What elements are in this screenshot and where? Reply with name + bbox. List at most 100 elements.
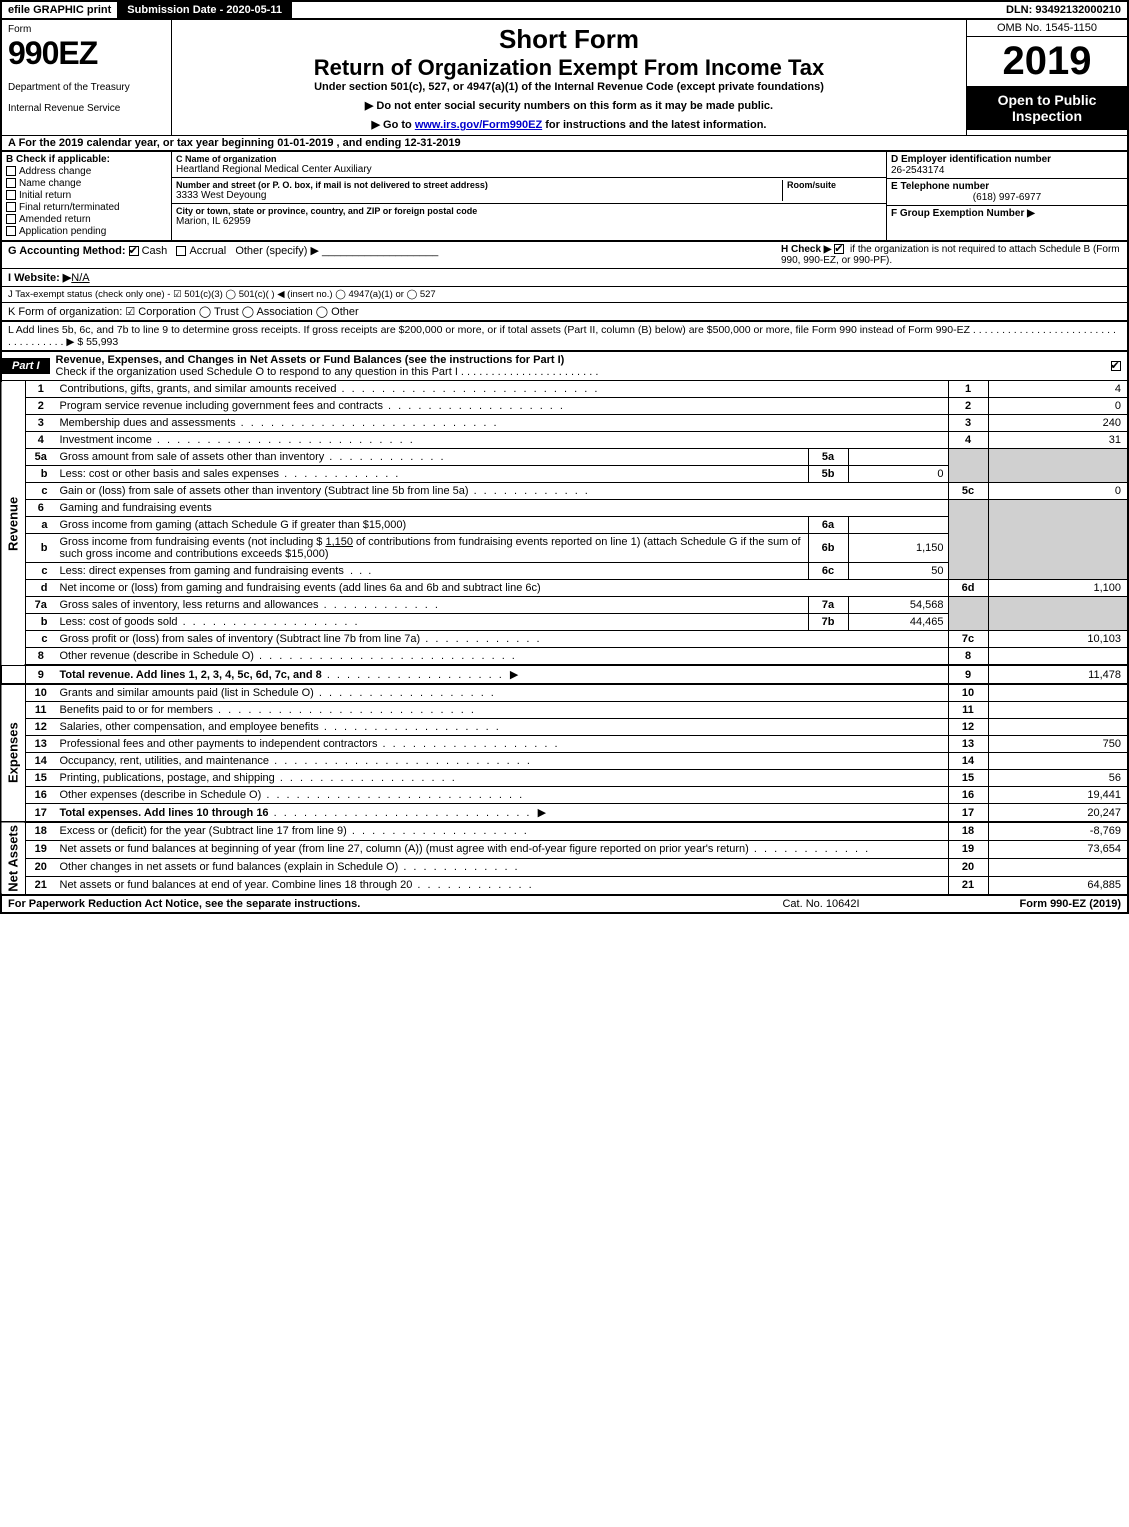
line-14-num: 14	[26, 753, 56, 770]
line-6b-d1: Gross income from fundraising events (no…	[60, 536, 326, 548]
line-14-desc: Occupancy, rent, utilities, and maintena…	[60, 755, 532, 767]
line-7a-num: 7a	[26, 597, 56, 614]
expenses-side-label: Expenses	[1, 684, 26, 822]
line-3-val: 240	[988, 415, 1128, 432]
footer-right: Form 990-EZ (2019)	[921, 898, 1121, 910]
line-8-desc: Other revenue (describe in Schedule O)	[60, 650, 517, 662]
line-6a-desc: Gross income from gaming (attach Schedul…	[56, 517, 809, 534]
grey-6	[948, 500, 988, 580]
line-7c-num: c	[26, 631, 56, 648]
room-label: Room/suite	[787, 180, 882, 190]
application-pending-checkbox[interactable]	[6, 226, 16, 236]
grey-7v	[988, 597, 1128, 631]
line-4-box: 4	[948, 432, 988, 449]
part-1-label: Part I	[2, 358, 50, 374]
street-value: 3333 West Deyoung	[176, 190, 782, 201]
line-6a-minival	[848, 517, 948, 534]
line-5b-minibox: 5b	[808, 466, 848, 483]
line-18-num: 18	[26, 822, 56, 840]
netassets-side-label: Net Assets	[1, 822, 26, 895]
initial-return-checkbox[interactable]	[6, 190, 16, 200]
line-6b-amt: 1,150	[325, 536, 353, 548]
irs-link[interactable]: www.irs.gov/Form990EZ	[415, 119, 542, 131]
gross-receipts-row: L Add lines 5b, 6c, and 7b to line 9 to …	[0, 322, 1129, 352]
form-number: 990EZ	[8, 35, 165, 72]
line-6-desc: Gaming and fundraising events	[56, 500, 949, 517]
l-text: L Add lines 5b, 6c, and 7b to line 9 to …	[8, 324, 1116, 348]
line-16-box: 16	[948, 787, 988, 804]
line-6b-minibox: 6b	[808, 534, 848, 563]
street-label: Number and street (or P. O. box, if mail…	[176, 180, 782, 190]
line-13-desc: Professional fees and other payments to …	[60, 738, 560, 750]
line-16-desc: Other expenses (describe in Schedule O)	[60, 789, 525, 801]
ein-value: 26-2543174	[891, 165, 1123, 176]
phone-label: E Telephone number	[891, 181, 1123, 192]
goto-line: ▶ Go to www.irs.gov/Form990EZ for instru…	[180, 118, 958, 131]
line-11-box: 11	[948, 702, 988, 719]
line-7b-minibox: 7b	[808, 614, 848, 631]
irs-label: Internal Revenue Service	[8, 103, 165, 114]
line-19-box: 19	[948, 840, 988, 858]
line-6a-num: a	[26, 517, 56, 534]
line-5b-desc: Less: cost or other basis and sales expe…	[60, 468, 401, 480]
b-item-4: Amended return	[19, 214, 91, 225]
line-7c-val: 10,103	[988, 631, 1128, 648]
line-3-box: 3	[948, 415, 988, 432]
name-change-checkbox[interactable]	[6, 178, 16, 188]
amended-return-checkbox[interactable]	[6, 214, 16, 224]
tax-year: 2019	[967, 37, 1127, 86]
org-name-label: C Name of organization	[176, 154, 882, 164]
line-15-val: 56	[988, 770, 1128, 787]
line-3-num: 3	[26, 415, 56, 432]
line-7a-minibox: 7a	[808, 597, 848, 614]
line-5c-desc: Gain or (loss) from sale of assets other…	[60, 485, 590, 497]
line-21-box: 21	[948, 876, 988, 894]
dln-label: DLN: 93492132000210	[1000, 2, 1127, 18]
line-7a-desc: Gross sales of inventory, less returns a…	[60, 599, 440, 611]
accrual-checkbox[interactable]	[176, 246, 186, 256]
line-6d-num: d	[26, 580, 56, 597]
line-2-val: 0	[988, 398, 1128, 415]
line-6b-num: b	[26, 534, 56, 563]
b-item-3: Final return/terminated	[19, 202, 120, 213]
line-8-num: 8	[26, 648, 56, 666]
open-to-public: Open to Public Inspection	[967, 86, 1127, 130]
line-1-desc: Contributions, gifts, grants, and simila…	[60, 383, 600, 395]
line-5b-minival: 0	[848, 466, 948, 483]
goto-pre: ▶ Go to	[372, 119, 415, 131]
section-c: C Name of organization Heartland Regiona…	[172, 152, 887, 240]
ssn-warning: ▶ Do not enter social security numbers o…	[180, 99, 958, 112]
line-8-box: 8	[948, 648, 988, 666]
final-return-checkbox[interactable]	[6, 202, 16, 212]
efile-label[interactable]: efile GRAPHIC print	[2, 2, 117, 18]
line-9-val: 11,478	[988, 665, 1128, 684]
line-21-desc: Net assets or fund balances at end of ye…	[60, 879, 534, 891]
line-20-val	[988, 858, 1128, 876]
line-5c-box: 5c	[948, 483, 988, 500]
cash-checkbox[interactable]	[129, 246, 139, 256]
line-10-desc: Grants and similar amounts paid (list in…	[60, 687, 496, 699]
line-1-box: 1	[948, 381, 988, 398]
line-20-box: 20	[948, 858, 988, 876]
line-16-val: 19,441	[988, 787, 1128, 804]
address-change-checkbox[interactable]	[6, 166, 16, 176]
line-5a-num: 5a	[26, 449, 56, 466]
part-1-checkbox[interactable]	[1111, 361, 1121, 371]
line-19-val: 73,654	[988, 840, 1128, 858]
line-2-num: 2	[26, 398, 56, 415]
line-7c-box: 7c	[948, 631, 988, 648]
line-3-desc: Membership dues and assessments	[60, 417, 499, 429]
line-20-desc: Other changes in net assets or fund bala…	[60, 861, 520, 873]
line-4-desc: Investment income	[60, 434, 415, 446]
city-label: City or town, state or province, country…	[176, 206, 882, 216]
line-13-val: 750	[988, 736, 1128, 753]
org-info-grid: B Check if applicable: Address change Na…	[0, 152, 1129, 242]
line-15-desc: Printing, publications, postage, and shi…	[60, 772, 457, 784]
accrual-label: Accrual	[189, 245, 226, 257]
grey-5	[948, 449, 988, 483]
b-item-0: Address change	[19, 166, 91, 177]
line-11-val	[988, 702, 1128, 719]
footer-mid: Cat. No. 10642I	[721, 898, 921, 910]
h-checkbox[interactable]	[834, 244, 844, 254]
line-7b-num: b	[26, 614, 56, 631]
